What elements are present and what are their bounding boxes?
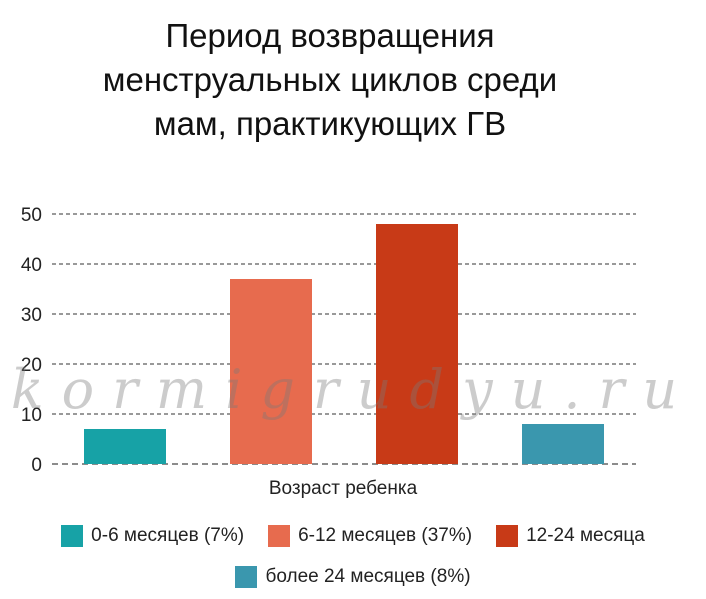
bar [376,224,458,464]
x-axis-label: Возраст ребенка [269,478,418,499]
bar [84,429,166,464]
chart-title-line-3: мам, практикующих ГВ [153,105,507,142]
legend-label: 6-12 месяцев (37%) [298,525,473,546]
legend-label: 0-6 месяцев (7%) [91,525,245,546]
y-tick-label: 10 [21,405,42,426]
chart-title: Период возвращения менструальных циклов … [0,14,660,146]
legend-item-6-12: 6-12 месяцев (37%) [268,525,472,547]
y-tick-label: 0 [31,455,42,476]
legend-swatch [235,566,258,588]
chart-title-line-1: Период возвращения [165,17,495,54]
bar [230,279,312,464]
y-tick-label: 40 [21,255,42,276]
y-tick-label: 20 [21,355,42,376]
grid-lines [52,213,636,465]
legend-row-2: более 24 месяцев (8%) [0,562,706,592]
bars [84,224,604,464]
legend-swatch [268,525,291,547]
y-tick-label: 30 [21,305,42,326]
legend-swatch [496,525,519,547]
y-axis-ticks: 0 10 20 30 40 50 [21,205,42,476]
legend-swatch [61,525,84,547]
legend-row-1: 0-6 месяцев (7%) 6-12 месяцев (37%) 12-2… [0,521,706,551]
legend-label: более 24 месяцев (8%) [265,566,471,587]
legend-label: 12-24 месяца [526,525,645,546]
legend-item-12-24: 12-24 месяца [496,525,645,547]
legend-item-24-plus: более 24 месяцев (8%) [235,566,471,588]
y-tick-label: 50 [21,205,42,226]
chart-title-line-2: менструальных циклов среди [102,61,558,98]
legend-item-0-6: 0-6 месяцев (7%) [61,525,244,547]
bar [522,424,604,464]
